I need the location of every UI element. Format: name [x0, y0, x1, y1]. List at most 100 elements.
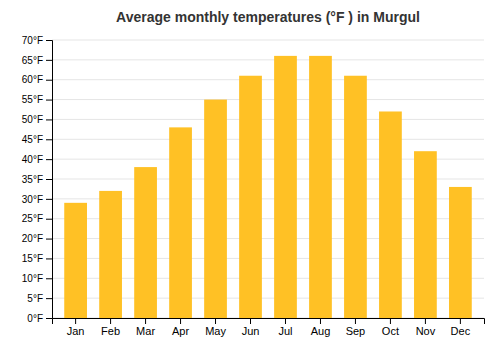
x-tick: Feb [101, 318, 120, 337]
y-tick-mark [46, 278, 52, 279]
y-tick: 25°F [22, 213, 52, 224]
grid [52, 40, 484, 318]
title: Average monthly temperatures (°F ) in Mu… [116, 9, 420, 25]
y-tick-mark [46, 100, 52, 101]
grid-line [52, 79, 484, 80]
bar [344, 76, 367, 318]
x-tick: Oct [382, 318, 399, 337]
y-tick-mark [46, 199, 52, 200]
y-tick: 50°F [22, 114, 52, 125]
bar [449, 187, 472, 318]
x-tick: Jan [67, 318, 85, 337]
y-tick: 70°F [22, 35, 52, 46]
y-tick-label: 50°F [22, 114, 43, 125]
x-tick-label: Aug [311, 325, 331, 337]
y-tick: 10°F [22, 273, 52, 284]
y-axis: 0°F 5°F 10°F 15°F 20°F 25°F 30°F 35°F 40°F 45°F 50… [22, 35, 53, 324]
bar [99, 191, 122, 318]
x-tick: Mar [136, 318, 155, 337]
y-tick: 60°F [22, 74, 52, 85]
y-tick-mark [46, 318, 52, 319]
y-tick-mark [46, 40, 52, 41]
x-tick-mark [215, 318, 216, 324]
x-tick-mark [390, 318, 391, 324]
y-tick-label: 0°F [27, 313, 43, 324]
x-tick-mark [75, 318, 76, 324]
x-tick: Jun [242, 318, 260, 337]
bar [169, 127, 192, 318]
x-tick-label: Mar [136, 325, 155, 337]
grid-line [52, 139, 484, 140]
x-tick-label: Nov [416, 325, 436, 337]
bar [64, 203, 87, 318]
bar [204, 100, 227, 318]
y-tick: 20°F [22, 233, 52, 244]
x-tick-mark [145, 318, 146, 324]
y-tick-label: 35°F [22, 174, 43, 185]
x-tick-mark [320, 318, 321, 324]
y-tick-label: 20°F [22, 233, 43, 244]
x-tick-mark [285, 318, 286, 324]
y-tick: 55°F [22, 94, 52, 105]
y-tick: 40°F [22, 154, 52, 165]
x-tick-mark [110, 318, 111, 324]
y-tick: 5°F [27, 293, 52, 304]
y-tick: 30°F [22, 194, 52, 205]
grid-line [52, 59, 484, 60]
bar [134, 167, 157, 318]
x-tick: Aug [311, 318, 331, 337]
x-axis: Jan Feb Mar Apr May Jun Jul Aug Sep Oct Nov Dec [53, 318, 485, 337]
bar [309, 56, 332, 318]
x-tick-mark [460, 318, 461, 324]
y-tick: 0°F [27, 313, 52, 324]
chart: Jan Feb Mar Apr May Jun Jul Aug Sep Oct Nov Dec 0°F 5… [0, 0, 500, 350]
y-tick-label: 45°F [22, 134, 43, 145]
x-tick-mark [250, 318, 251, 324]
grid-line [52, 40, 484, 41]
x-tick-mark [355, 318, 356, 324]
x-tick: Apr [172, 318, 189, 337]
y-tick-mark [46, 179, 52, 180]
y-tick-label: 40°F [22, 154, 43, 165]
y-tick-label: 60°F [22, 74, 43, 85]
y-tick-mark [46, 159, 52, 160]
x-tick: Sep [346, 318, 366, 337]
x-tick-mark [180, 318, 181, 324]
y-tick-label: 70°F [22, 35, 43, 46]
x-tick: Jul [278, 318, 292, 337]
bar [414, 151, 437, 318]
y-tick-label: 55°F [22, 94, 43, 105]
x-axis-line [53, 319, 485, 325]
y-tick-label: 65°F [22, 55, 43, 66]
y-tick-label: 5°F [27, 293, 43, 304]
y-tick-mark [46, 60, 52, 61]
y-tick-mark [46, 298, 52, 299]
y-tick-mark [46, 219, 52, 220]
y-tick-mark [46, 139, 52, 140]
y-tick: 35°F [22, 174, 52, 185]
grid-line [52, 119, 484, 120]
x-tick: May [205, 318, 226, 337]
x-tick-label: Jul [278, 325, 292, 337]
plot-area [64, 56, 472, 318]
y-tick-mark [46, 258, 52, 259]
bar [379, 111, 402, 318]
y-tick-mark [46, 80, 52, 81]
x-tick-label: Apr [172, 325, 189, 337]
y-tick: 65°F [22, 55, 52, 66]
x-tick-mark [425, 318, 426, 324]
y-tick: 15°F [22, 253, 52, 264]
x-tick-label: Oct [382, 325, 399, 337]
y-axis-line [46, 41, 53, 319]
x-tick-label: Jun [242, 325, 260, 337]
y-tick: 45°F [22, 134, 52, 145]
x-tick-label: Sep [346, 325, 366, 337]
chart-container: Jan Feb Mar Apr May Jun Jul Aug Sep Oct Nov Dec 0°F 5… [0, 0, 500, 350]
y-tick-label: 30°F [22, 194, 43, 205]
bar [274, 56, 297, 318]
y-tick-label: 10°F [22, 273, 43, 284]
x-tick: Dec [451, 318, 471, 337]
grid-line [52, 99, 484, 100]
x-tick-label: Dec [451, 325, 471, 337]
x-tick-label: May [205, 325, 226, 337]
